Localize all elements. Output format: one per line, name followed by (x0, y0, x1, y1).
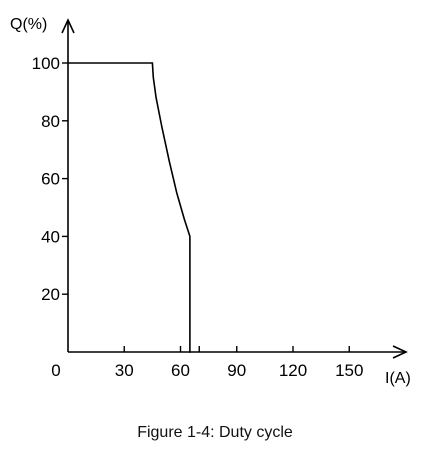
x-tick-label: 0 (51, 361, 60, 380)
x-tick-label: 30 (115, 361, 134, 380)
axes (61, 18, 408, 359)
x-tick-label: 120 (279, 361, 307, 380)
y-tick-label: 20 (41, 285, 60, 304)
y-tick-label: 100 (32, 54, 60, 73)
y-tick-label: 60 (41, 170, 60, 189)
duty-cycle-curve (68, 62, 191, 353)
ticks: 20 40 60 80 100 0 30 60 90 120 150 (32, 54, 364, 380)
x-axis-arrow (392, 345, 408, 359)
x-axis-label: I(A) (385, 370, 411, 387)
y-axis-label: Q(%) (10, 16, 47, 33)
y-tick-label: 40 (41, 227, 60, 246)
x-tick-label: 60 (171, 361, 190, 380)
y-axis-arrow (61, 18, 75, 34)
x-tick-label: 90 (227, 361, 246, 380)
y-tick-label: 80 (41, 112, 60, 131)
x-tick-label: 150 (335, 361, 363, 380)
figure-caption: Figure 1-4: Duty cycle (137, 424, 293, 441)
